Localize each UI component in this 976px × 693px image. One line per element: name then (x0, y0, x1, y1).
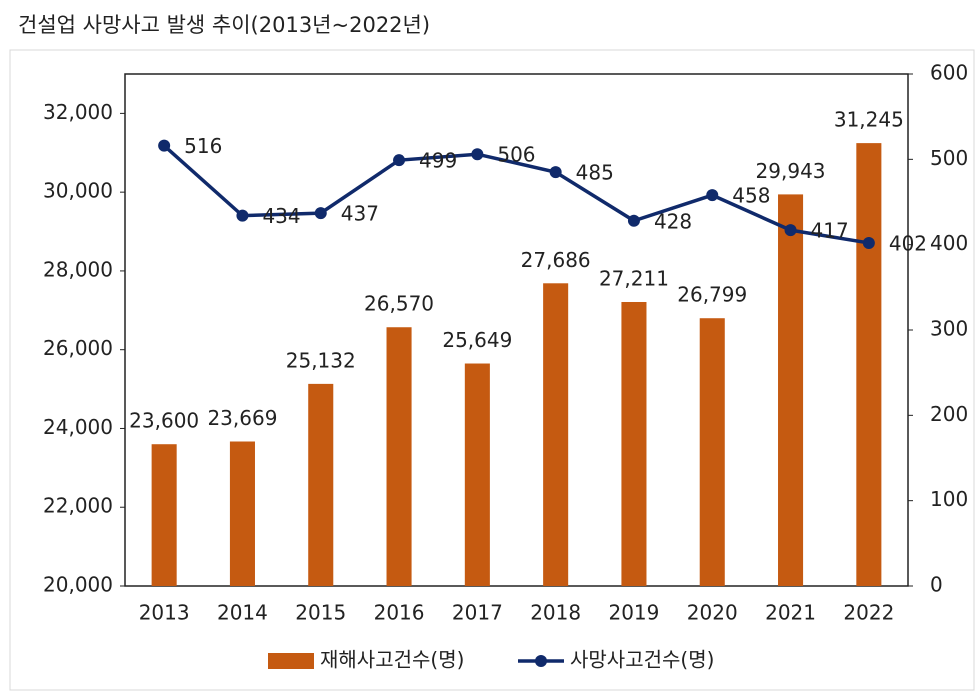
legend-marker (535, 655, 547, 667)
bar (464, 363, 490, 586)
bar-value-label: 27,686 (521, 248, 591, 272)
bar-value-label: 26,570 (364, 292, 434, 316)
line-value-label: 434 (262, 204, 300, 228)
line-value-label: 417 (811, 219, 849, 243)
bar (699, 318, 725, 586)
x-tick-label: 2016 (374, 601, 425, 625)
line-marker (549, 166, 562, 179)
bar (856, 143, 882, 586)
line-marker (393, 154, 406, 167)
y-tick-label: 24,000 (43, 415, 113, 439)
y-tick-label: 26,000 (43, 336, 113, 360)
y-tick-label: 32,000 (43, 100, 113, 124)
line-marker (784, 224, 797, 237)
bar (543, 283, 569, 586)
x-tick-label: 2018 (530, 601, 581, 625)
y-tick-label: 28,000 (43, 257, 113, 281)
bar-value-label: 26,799 (677, 283, 747, 307)
line-value-label: 499 (419, 149, 457, 173)
line-value-label: 516 (184, 134, 222, 158)
bar-value-label: 29,943 (756, 159, 826, 183)
y2-tick-label: 0 (930, 573, 943, 597)
line-marker (236, 209, 249, 222)
x-tick-label: 2017 (452, 601, 503, 625)
bar-value-label: 27,211 (599, 266, 669, 290)
line-marker (471, 148, 484, 161)
x-tick-label: 2020 (687, 601, 738, 625)
bar-value-label: 31,245 (834, 108, 904, 132)
bar-value-label: 23,669 (207, 406, 277, 430)
legend-label: 사망사고건수(명) (570, 648, 714, 672)
x-tick-label: 2015 (295, 601, 346, 625)
legend-label: 재해사고건수(명) (320, 648, 464, 672)
bar (151, 444, 177, 586)
line-marker (627, 214, 640, 227)
chart-title: 건설업 사망사고 발생 추이(2013년~2022년) (18, 13, 430, 37)
chart-frame (9, 49, 975, 691)
line-value-label: 458 (732, 184, 770, 208)
line-value-label: 402 (889, 231, 927, 255)
x-tick-label: 2022 (843, 601, 894, 625)
y2-tick-label: 100 (930, 487, 968, 511)
line-value-label: 428 (654, 209, 692, 233)
line-value-label: 437 (341, 202, 379, 226)
y2-tick-label: 600 (930, 61, 968, 85)
line-value-label: 485 (576, 161, 614, 185)
bar (386, 327, 412, 586)
line (162, 144, 870, 245)
x-tick-label: 2014 (217, 601, 268, 625)
line-value-label: 506 (497, 143, 535, 167)
bar (778, 194, 804, 586)
y2-tick-label: 300 (930, 317, 968, 341)
bar-value-label: 25,649 (442, 328, 512, 352)
x-tick-label: 2019 (608, 601, 659, 625)
y2-tick-label: 200 (930, 402, 968, 426)
line-marker (862, 236, 875, 249)
y2-tick-label: 400 (930, 231, 968, 255)
y2-tick-label: 500 (930, 146, 968, 170)
line-marker (158, 139, 171, 152)
bar-value-label: 23,600 (129, 409, 199, 433)
bar (308, 383, 334, 586)
x-tick-label: 2013 (139, 601, 190, 625)
bar (621, 301, 647, 586)
y-tick-label: 22,000 (43, 494, 113, 518)
bar (229, 441, 255, 586)
legend-swatch (268, 653, 314, 669)
y-tick-label: 20,000 (43, 573, 113, 597)
y-tick-label: 30,000 (43, 179, 113, 203)
bar-value-label: 25,132 (286, 348, 356, 372)
line-marker (314, 207, 327, 220)
line-marker (706, 189, 719, 202)
x-tick-label: 2021 (765, 601, 816, 625)
